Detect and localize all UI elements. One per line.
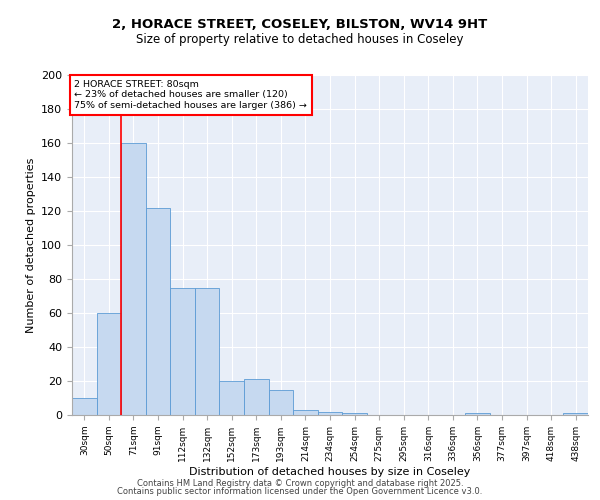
X-axis label: Distribution of detached houses by size in Coseley: Distribution of detached houses by size … (190, 466, 470, 476)
Text: Contains public sector information licensed under the Open Government Licence v3: Contains public sector information licen… (118, 487, 482, 496)
Bar (220, 381, 244, 415)
Bar (72, 398, 97, 415)
Bar (269, 390, 293, 415)
Text: 2, HORACE STREET, COSELEY, BILSTON, WV14 9HT: 2, HORACE STREET, COSELEY, BILSTON, WV14… (112, 18, 488, 30)
Y-axis label: Number of detached properties: Number of detached properties (26, 158, 35, 332)
Bar (318, 412, 342, 415)
Text: Contains HM Land Registry data © Crown copyright and database right 2025.: Contains HM Land Registry data © Crown c… (137, 478, 463, 488)
Bar (170, 288, 195, 415)
Bar (244, 380, 269, 415)
Text: Size of property relative to detached houses in Coseley: Size of property relative to detached ho… (136, 32, 464, 46)
Bar (121, 143, 146, 415)
Bar (563, 414, 588, 415)
Bar (465, 414, 490, 415)
Bar (146, 208, 170, 415)
Text: 2 HORACE STREET: 80sqm
← 23% of detached houses are smaller (120)
75% of semi-de: 2 HORACE STREET: 80sqm ← 23% of detached… (74, 80, 307, 110)
Bar (97, 313, 121, 415)
Bar (293, 410, 318, 415)
Bar (195, 288, 220, 415)
Bar (342, 414, 367, 415)
